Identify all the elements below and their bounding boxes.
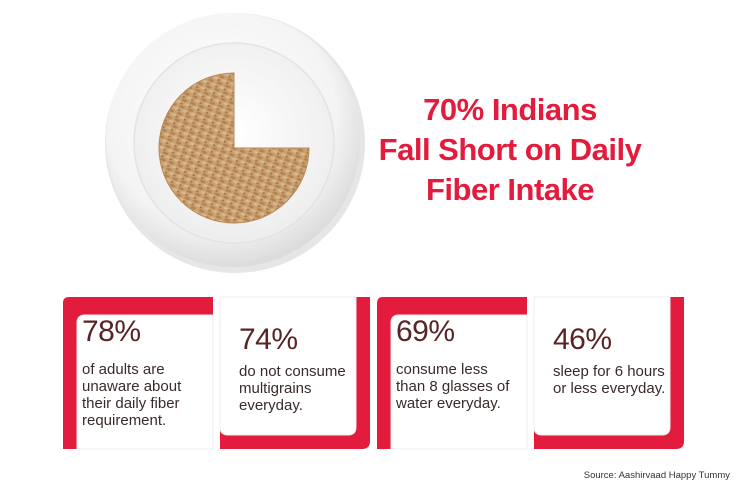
stat-card-frame [219, 296, 370, 449]
stat-description: consume less than 8 glasses of water eve… [396, 361, 521, 412]
stat-card-frame [533, 296, 684, 449]
source-credit: Source: Aashirvaad Happy Tummy [583, 470, 730, 481]
headline-line-2: Fall Short on Daily [378, 132, 642, 167]
stat-description: do not consume multigrains everyday. [239, 363, 364, 414]
stat-card-3: 69% consume less than 8 glasses of water… [377, 297, 528, 450]
stat-card-frame [63, 297, 214, 450]
stat-line: sleep for 6 hours [553, 363, 665, 380]
stat-percent: 78% [82, 315, 141, 348]
stat-line: everyday. [239, 397, 303, 414]
stat-line: than 8 glasses of [396, 378, 510, 395]
grain-pile [158, 72, 310, 224]
stat-line: do not consume [239, 363, 346, 380]
headline-line-1: 70% Indians [423, 92, 597, 127]
stat-card-2: 74% do not consume multigrains everyday. [219, 296, 370, 449]
headline-line-3: Fiber Intake [426, 172, 595, 207]
stat-line: multigrains [239, 380, 312, 397]
headline: 70% Indians Fall Short on Daily Fiber In… [340, 90, 680, 210]
stat-line: consume less [396, 361, 488, 378]
stat-line: or less everyday. [553, 380, 666, 397]
stat-line: requirement. [82, 412, 167, 429]
stat-card-4: 46% sleep for 6 hours or less everyday. [533, 296, 684, 449]
stat-line: unaware about [82, 378, 182, 395]
stat-line: their daily fiber [82, 395, 180, 412]
stat-line: water everyday. [396, 395, 501, 412]
stat-card-1: 78% of adults are unaware about their da… [63, 297, 214, 450]
plate-illustration [100, 8, 370, 278]
stat-card-frame [377, 297, 528, 450]
stat-description: of adults are unaware about their daily … [82, 361, 207, 429]
stat-percent: 74% [239, 323, 298, 356]
stat-percent: 69% [396, 315, 455, 348]
plate-graphic [105, 13, 365, 273]
stat-percent: 46% [553, 323, 612, 356]
stat-description: sleep for 6 hours or less everyday. [553, 363, 678, 397]
stat-line: of adults are [82, 361, 165, 378]
